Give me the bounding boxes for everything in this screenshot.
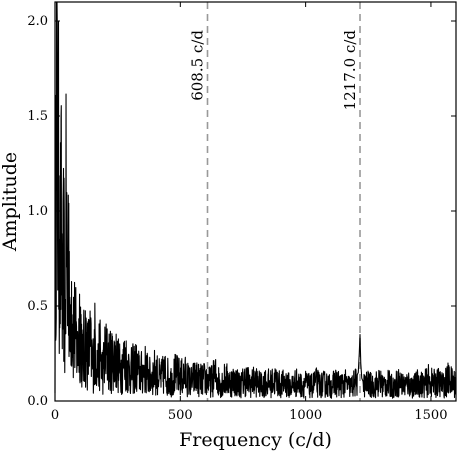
annotations-layer: 608.5 c/d 1217.0 c/d xyxy=(189,2,361,401)
y-tick-label-4: 2.0 xyxy=(27,14,48,29)
series-line-0 xyxy=(54,1,457,399)
y-tick-label-0: 0.0 xyxy=(27,394,48,409)
y-tick-label-1: 0.5 xyxy=(27,299,48,314)
y-axis-label: Amplitude xyxy=(0,152,21,252)
x-tick-label-0: 0 xyxy=(51,408,59,423)
annotation-label-0: 608.5 c/d xyxy=(189,30,207,101)
x-axis-label: Frequency (c/d) xyxy=(179,429,332,451)
x-tick-label-2: 1000 xyxy=(289,408,322,423)
series-layer xyxy=(54,1,457,399)
y-tick-label-3: 1.5 xyxy=(27,109,48,124)
x-tick-label-3: 1500 xyxy=(414,408,447,423)
annotation-label-1: 1217.0 c/d xyxy=(341,30,359,111)
y-tick-label-2: 1.0 xyxy=(27,204,48,219)
plot-frame xyxy=(54,1,457,402)
ticks-layer: 0 500 1000 1500 0.0 0.5 1.0 1.5 2.0 xyxy=(27,2,456,423)
x-tick-label-1: 500 xyxy=(168,408,193,423)
